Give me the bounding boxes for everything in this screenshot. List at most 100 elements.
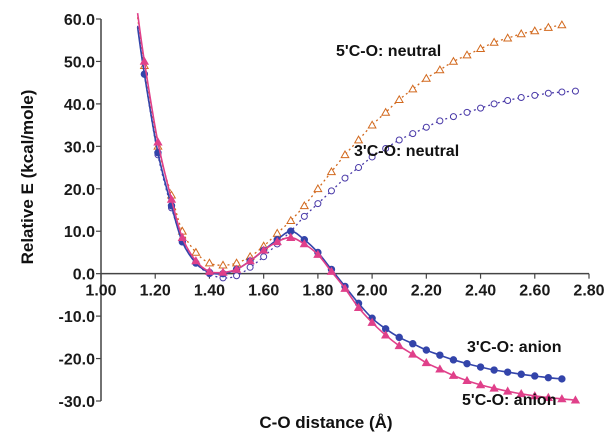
data-point — [139, 56, 150, 65]
data-point — [313, 249, 323, 258]
data-point — [475, 43, 486, 53]
y-tick-label: 0.0 — [73, 267, 95, 284]
data-point — [476, 363, 485, 371]
data-point — [259, 245, 269, 254]
data-point — [218, 267, 228, 276]
data-point — [314, 200, 322, 208]
y-tick-label: 30.0 — [64, 139, 95, 156]
x-tick-label: 2.60 — [519, 283, 550, 300]
data-point — [571, 87, 579, 95]
series-label-5-c-o-anion: 5'C-O: anion — [462, 392, 556, 409]
data-point — [340, 283, 350, 292]
data-point — [503, 33, 513, 42]
series-3-c-o-anion — [136, 26, 566, 383]
data-point — [490, 100, 498, 108]
data-point — [367, 120, 377, 129]
x-tick-label: 1.00 — [85, 283, 116, 300]
y-tick-label: 60.0 — [64, 12, 95, 29]
data-point — [543, 22, 553, 31]
data-point — [516, 29, 526, 38]
data-point — [177, 232, 187, 241]
data-point — [462, 375, 472, 384]
y-tick-label: 10.0 — [64, 224, 95, 241]
data-point — [531, 372, 539, 380]
data-point — [353, 302, 364, 311]
data-point — [489, 37, 499, 46]
series-5-c-o-anion — [136, 12, 581, 404]
data-point — [246, 263, 254, 271]
data-point — [166, 194, 177, 203]
data-point — [367, 317, 377, 326]
data-point — [218, 260, 228, 269]
y-tick-label: 20.0 — [64, 182, 95, 199]
data-point — [233, 272, 241, 280]
data-point — [516, 388, 526, 398]
data-point — [489, 383, 499, 392]
data-point — [408, 349, 418, 358]
data-point — [504, 96, 512, 104]
x-tick-label: 1.60 — [248, 283, 279, 300]
data-point — [462, 50, 472, 59]
data-point — [490, 366, 498, 374]
data-point — [448, 56, 459, 65]
data-point — [327, 187, 335, 195]
y-tick-label: 50.0 — [64, 54, 95, 71]
data-point — [436, 351, 444, 359]
data-point — [326, 266, 337, 275]
data-point — [355, 164, 363, 172]
data-point — [409, 130, 417, 138]
x-tick-label: 2.20 — [411, 283, 442, 300]
x-tick-label: 1.40 — [194, 283, 225, 300]
data-point — [299, 200, 309, 210]
y-tick-label: -30.0 — [59, 394, 96, 411]
data-point — [341, 174, 349, 182]
data-point — [204, 258, 215, 267]
data-point — [353, 135, 364, 144]
data-point — [475, 380, 486, 389]
data-point — [395, 136, 403, 144]
axes — [96, 18, 590, 402]
data-point — [340, 150, 350, 159]
data-point — [448, 370, 459, 379]
x-tick-label: 1.80 — [302, 283, 333, 300]
y-axis-title: Relative E (kcal/mole) — [18, 90, 37, 265]
series-5-c-o-neutral — [136, 17, 567, 269]
data-point — [204, 266, 215, 275]
y-tick-label: 40.0 — [64, 97, 95, 114]
data-point — [531, 91, 539, 99]
data-point — [422, 123, 430, 131]
x-axis-title: C-O distance (Å) — [259, 413, 392, 432]
data-point — [286, 215, 296, 224]
data-point — [422, 346, 431, 354]
data-point — [245, 256, 255, 265]
data-point — [260, 253, 268, 261]
series-labels: 5'C-O: neutral 3'C-O: neutral 3'C-O: anion… — [336, 43, 561, 409]
y-tick-label: -20.0 — [59, 352, 96, 369]
data-point — [286, 232, 296, 241]
data-point — [409, 340, 417, 348]
data-point — [231, 264, 242, 273]
data-point — [191, 256, 201, 265]
x-tick-label: 1.20 — [140, 283, 171, 300]
data-point — [153, 137, 163, 146]
x-tick-label: 2.80 — [573, 283, 604, 300]
data-point — [570, 395, 581, 404]
data-point — [558, 375, 566, 383]
data-point — [368, 153, 376, 161]
data-point — [477, 104, 485, 112]
data-point — [543, 392, 553, 401]
data-point — [435, 65, 445, 74]
data-point — [530, 26, 540, 35]
data-point — [503, 386, 513, 395]
data-point — [557, 20, 567, 29]
series-label-3-c-o-anion: 3'C-O: anion — [467, 339, 561, 356]
data-point — [408, 84, 418, 93]
data-point — [395, 333, 403, 342]
x-tick-label: 2.40 — [465, 283, 496, 300]
x-tick-labels: 1.00 1.20 1.40 1.60 1.80 2.00 2.20 2.40 2.60 2.80 — [85, 283, 604, 300]
data-point — [517, 94, 525, 102]
data-point — [503, 368, 512, 376]
data-point — [557, 394, 567, 403]
data-point — [558, 88, 566, 96]
